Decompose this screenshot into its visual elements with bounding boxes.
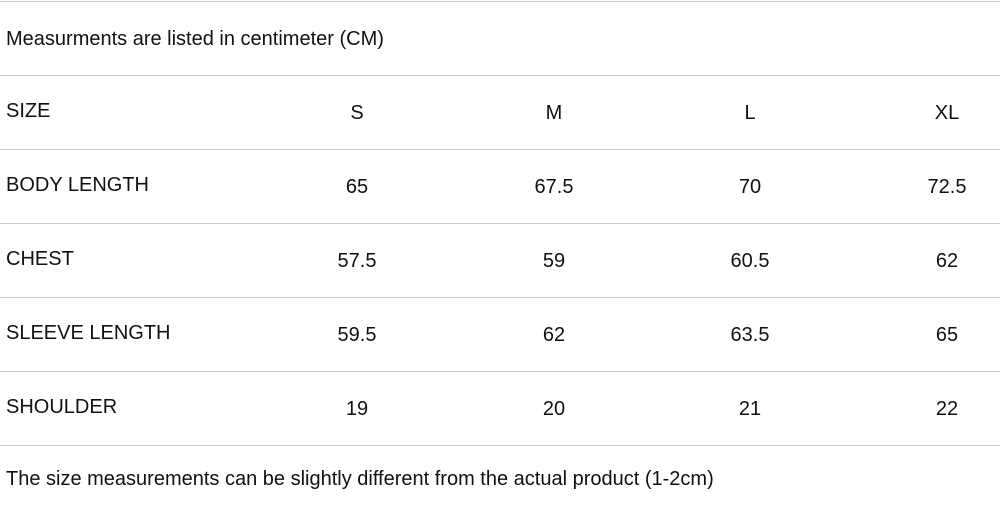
divider <box>0 297 1000 298</box>
row-label: BODY LENGTH <box>6 174 149 196</box>
cell-value: 63.5 <box>730 324 770 346</box>
cell-value: 59 <box>542 250 566 272</box>
row-label: CHEST <box>6 248 74 270</box>
row-label: SLEEVE LENGTH <box>6 322 171 344</box>
footer-note: The size measurements can be slightly di… <box>6 468 714 490</box>
divider <box>0 371 1000 372</box>
cell-value: S <box>350 102 364 124</box>
divider <box>0 149 1000 150</box>
cell-value: 65 <box>345 176 369 198</box>
cell-value: 72.5 <box>927 176 967 198</box>
header-note: Measurments are listed in centimeter (CM… <box>6 28 384 50</box>
cell-value: 60.5 <box>730 250 770 272</box>
row-label: SHOULDER <box>6 396 118 418</box>
cell-value: 62 <box>935 250 959 272</box>
cell-value: 19 <box>345 398 369 420</box>
cell-value: 65 <box>935 324 959 346</box>
divider <box>0 445 1000 446</box>
cell-value: L <box>744 102 756 124</box>
cell-value: 22 <box>935 398 959 420</box>
divider <box>0 223 1000 224</box>
cell-value: 57.5 <box>337 250 377 272</box>
cell-value: 21 <box>738 398 762 420</box>
cell-value: 20 <box>542 398 566 420</box>
cell-value: XL <box>934 102 960 124</box>
row-label: SIZE <box>6 100 51 122</box>
cell-value: 62 <box>542 324 566 346</box>
cell-value: 59.5 <box>337 324 377 346</box>
cell-value: 67.5 <box>534 176 574 198</box>
divider <box>0 75 1000 76</box>
cell-value: M <box>545 102 563 124</box>
cell-value: 70 <box>738 176 762 198</box>
divider <box>0 1 1000 2</box>
